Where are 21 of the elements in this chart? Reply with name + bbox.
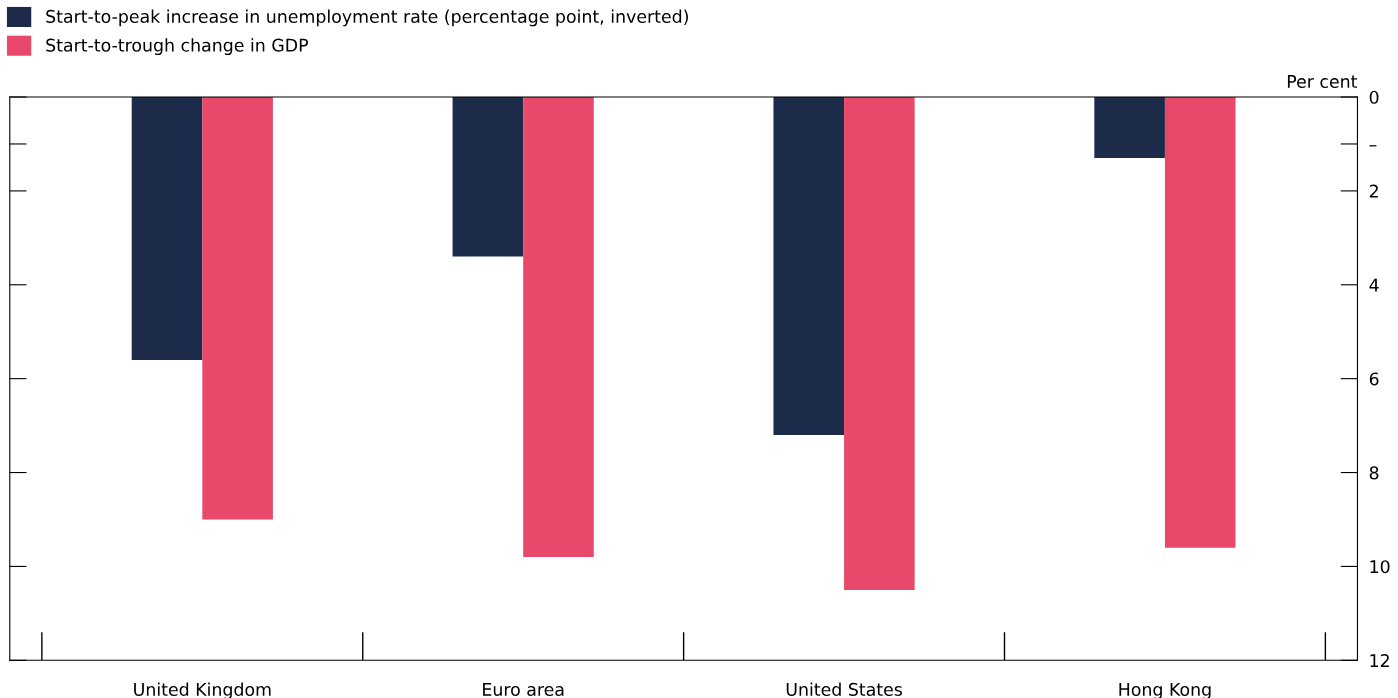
- y-tick-label: –: [1369, 145, 1377, 147]
- y-tick-label: 6: [1369, 372, 1379, 386]
- y-tick-label: 0: [1369, 90, 1379, 104]
- y-tick-label: 2: [1369, 184, 1378, 198]
- bar: [452, 97, 524, 257]
- bar: [1164, 97, 1236, 548]
- y-tick-label: 10: [1370, 560, 1390, 574]
- bar: [773, 97, 845, 435]
- bar: [844, 97, 915, 590]
- bar: [1094, 97, 1165, 159]
- bar: [131, 97, 203, 360]
- y-tick-label: 4: [1369, 278, 1379, 292]
- x-tick-label: United States: [786, 682, 902, 696]
- y-axis-title: Per cent: [1287, 75, 1358, 89]
- bar: [523, 97, 594, 558]
- legend-label: Start-to-peak increase in unemployment rate (percentage point, inverted): [46, 9, 688, 27]
- bar: [202, 97, 273, 520]
- legend-label: Start-to-trough change in GDP: [46, 38, 309, 56]
- x-tick-label: Euro area: [483, 683, 564, 696]
- y-tick-label: 12: [1370, 654, 1389, 667]
- y-tick-label: 8: [1369, 466, 1379, 480]
